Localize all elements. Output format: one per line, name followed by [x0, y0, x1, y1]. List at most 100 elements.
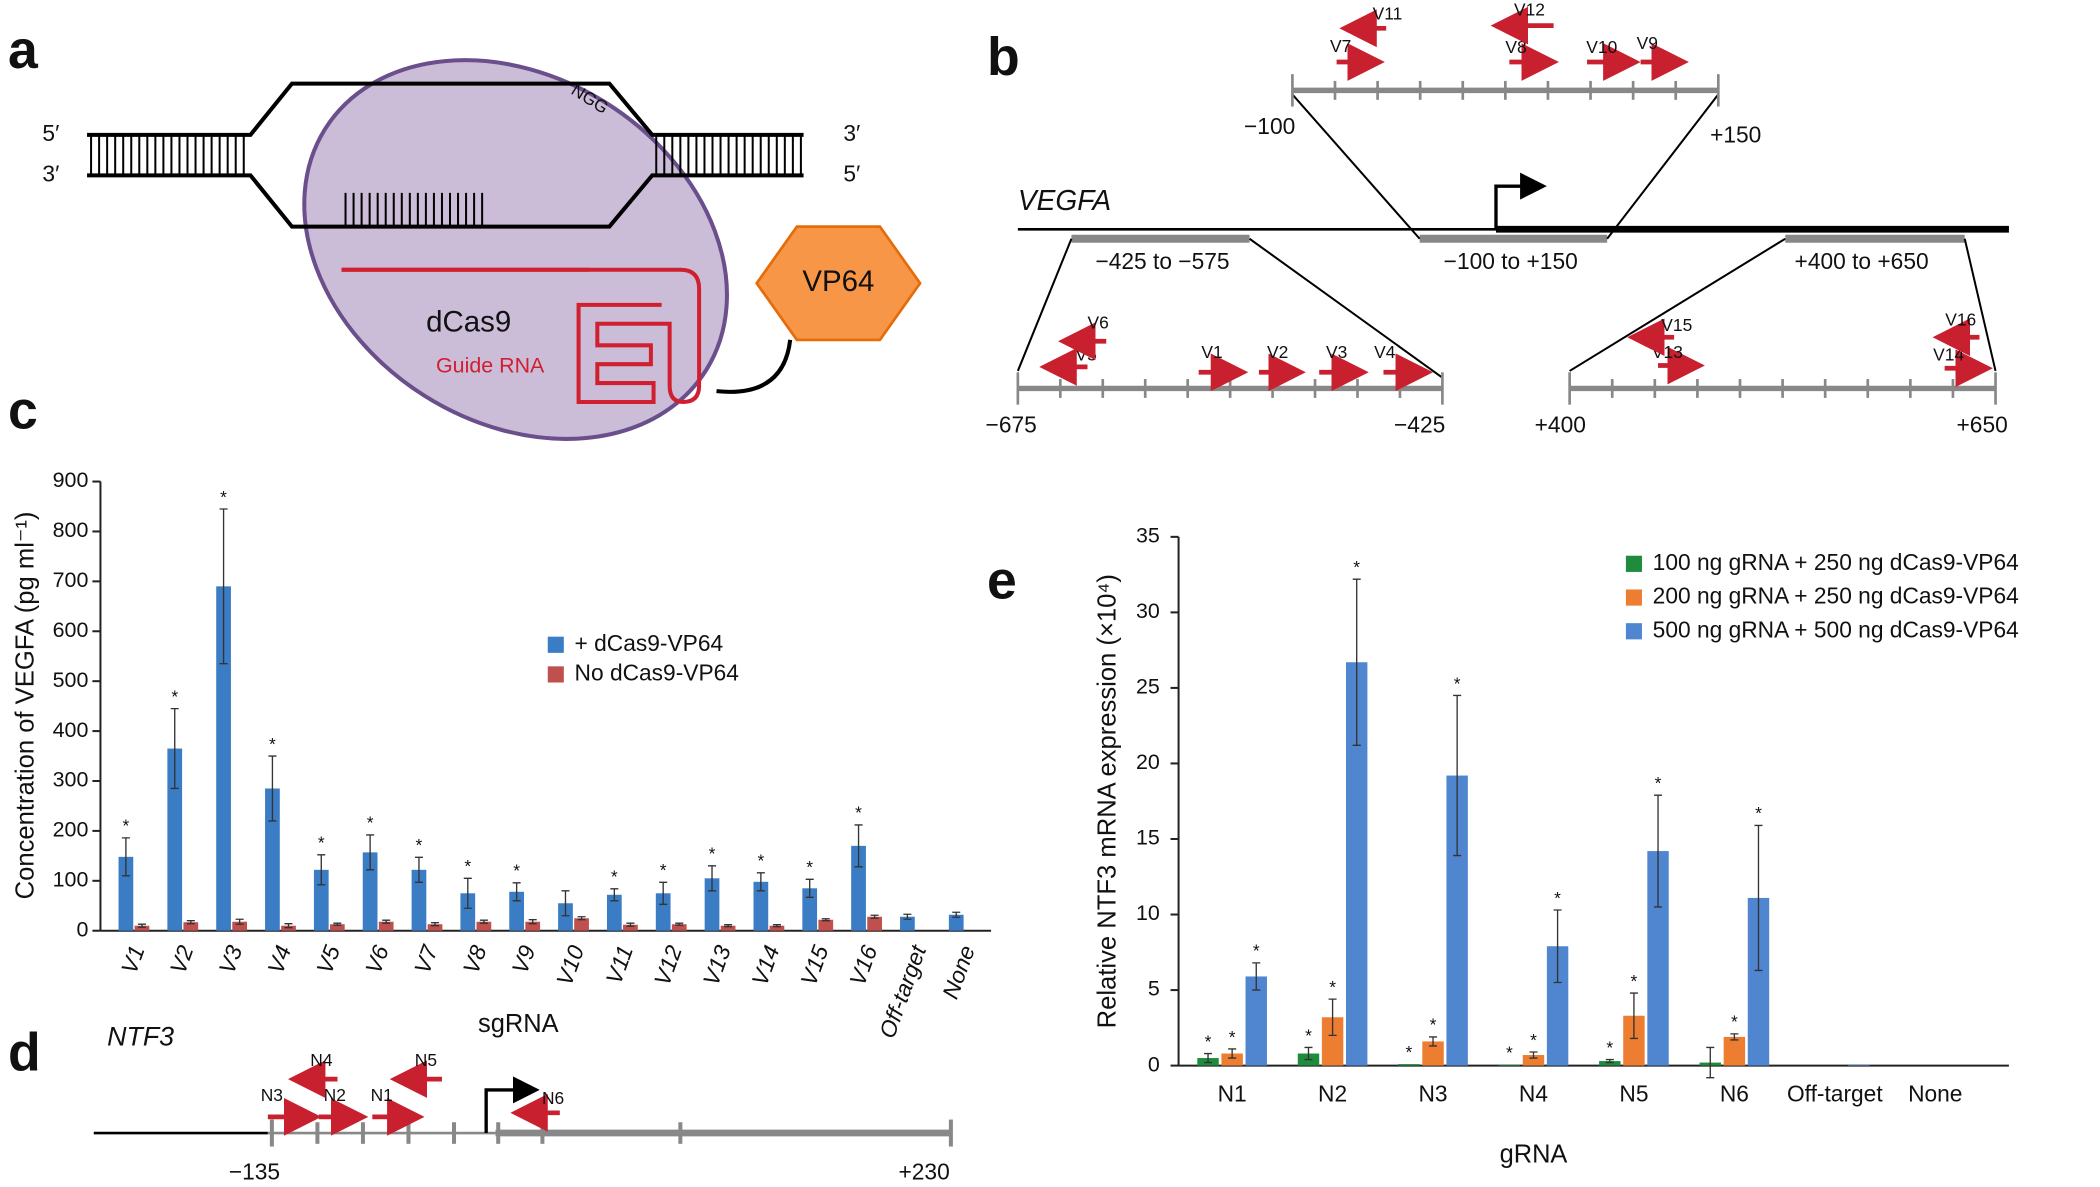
significance-mark: * [1631, 971, 1638, 991]
legend-swatch [547, 666, 564, 683]
panel-letter: c [8, 380, 38, 440]
zoom-lines [1016, 93, 1997, 379]
panel-a: 5′ 3′ 3′ 5′ NGG dCas9 Guide RNA VP64 [42, 58, 922, 441]
bar [623, 924, 638, 931]
scale-label: +650 [1957, 411, 2008, 437]
bar [525, 921, 541, 931]
legend-label: 100 ng gRNA + 250 ng dCas9-VP64 [1653, 549, 2019, 575]
y-tick-label: 400 [53, 718, 89, 742]
x-tick-label: V16 [844, 941, 882, 989]
protein-label: dCas9 [426, 305, 511, 338]
significance-mark: * [806, 857, 813, 877]
error-bar [528, 919, 537, 925]
error-bar [284, 923, 293, 929]
x-tick-label: V10 [551, 941, 589, 989]
scale-label: −675 [986, 411, 1037, 437]
significance-mark: * [513, 861, 520, 881]
legend-swatch [1625, 555, 1642, 572]
bar [265, 788, 280, 931]
significance-mark: * [1655, 773, 1662, 793]
significance-mark: * [1430, 1015, 1437, 1035]
significance-mark: * [367, 813, 374, 833]
bar [1345, 662, 1368, 1066]
significance-mark: * [318, 833, 325, 853]
error-bar [382, 919, 391, 924]
y-tick-label: 600 [53, 618, 89, 642]
bar [1546, 946, 1569, 1066]
error-bar [1328, 998, 1337, 1037]
error-bar [1629, 992, 1638, 1040]
significance-mark: * [171, 686, 178, 706]
panel-letter: a [8, 20, 39, 80]
bar [232, 921, 248, 931]
bar [1599, 1061, 1621, 1066]
x-tick-label: V15 [795, 941, 833, 989]
bar [1398, 1064, 1420, 1066]
dna-end: 5′ [843, 160, 860, 186]
gene-label: NTF3 [107, 1022, 174, 1052]
error-bar [1252, 962, 1261, 991]
significance-mark: * [1454, 673, 1461, 693]
x-tick-label: V2 [165, 941, 199, 977]
bar [509, 891, 525, 931]
x-tick-label: N3 [1418, 1080, 1447, 1106]
y-tick-label: 200 [53, 818, 89, 842]
x-tick-label: Off-target [1787, 1080, 1883, 1106]
bar [769, 925, 785, 931]
error-bar [805, 878, 814, 898]
error-bar [903, 913, 912, 920]
dcas9-shape [302, 58, 729, 441]
y-tick-label: 800 [53, 518, 89, 542]
x-tick-label: V4 [262, 942, 296, 977]
y-tick-label: 0 [1148, 1052, 1160, 1076]
significance-mark: * [1530, 1030, 1537, 1050]
significance-mark: * [1606, 1037, 1613, 1057]
guide-label: V6 [1088, 312, 1109, 332]
y-tick-label: 30 [1136, 599, 1160, 623]
bar [1245, 976, 1267, 1066]
bar [362, 852, 378, 931]
guide-label: V16 [1945, 310, 1976, 330]
bar [606, 894, 622, 931]
x-tick-label: V7 [409, 941, 443, 977]
error-bar [659, 881, 668, 905]
bar [378, 921, 394, 931]
scale-label: +150 [1710, 121, 1761, 147]
panel-b: VEGFA −425 to −575 −100 to +150 +400 to … [986, 93, 2009, 437]
bar [671, 924, 687, 931]
legend-label: + dCas9-VP64 [575, 630, 724, 656]
bar [1221, 1053, 1243, 1066]
guide-label: N5 [415, 1050, 437, 1070]
bar [134, 925, 150, 931]
error-bar [1706, 1046, 1715, 1079]
effector-label: VP64 [802, 265, 874, 298]
panel-d: NTF3 −135 +230 [93, 1022, 951, 1185]
legend-label: 200 ng gRNA + 250 ng dCas9-VP64 [1653, 583, 2019, 609]
error-bar [1529, 1051, 1538, 1059]
y-tick-label: 20 [1136, 750, 1160, 774]
error-bar [317, 854, 326, 886]
x-tick-label: N6 [1720, 1080, 1749, 1106]
guide-label: V12 [1514, 0, 1545, 19]
significance-mark: * [1229, 1027, 1236, 1047]
scale-label: +400 [1535, 411, 1586, 437]
bar [720, 925, 736, 931]
guide-label: V2 [1267, 342, 1288, 362]
significance-mark: * [1755, 803, 1762, 823]
x-tick-label: None [1908, 1080, 1962, 1106]
x-tick-label: V14 [746, 942, 784, 989]
guide-label: N4 [310, 1050, 333, 1070]
error-bar [675, 922, 684, 926]
x-tick-label: V12 [649, 941, 687, 989]
error-bar [414, 856, 423, 883]
bar [802, 888, 818, 931]
significance-mark: * [1353, 557, 1360, 577]
significance-mark: * [464, 856, 471, 876]
bar [818, 919, 834, 931]
guide-label: V1 [1201, 342, 1222, 362]
gene-label: VEGFA [1018, 184, 1111, 216]
scale-label: −100 [1244, 113, 1295, 139]
y-tick-label: 5 [1148, 977, 1160, 1001]
bar [1848, 1064, 1870, 1066]
bar [329, 924, 345, 931]
